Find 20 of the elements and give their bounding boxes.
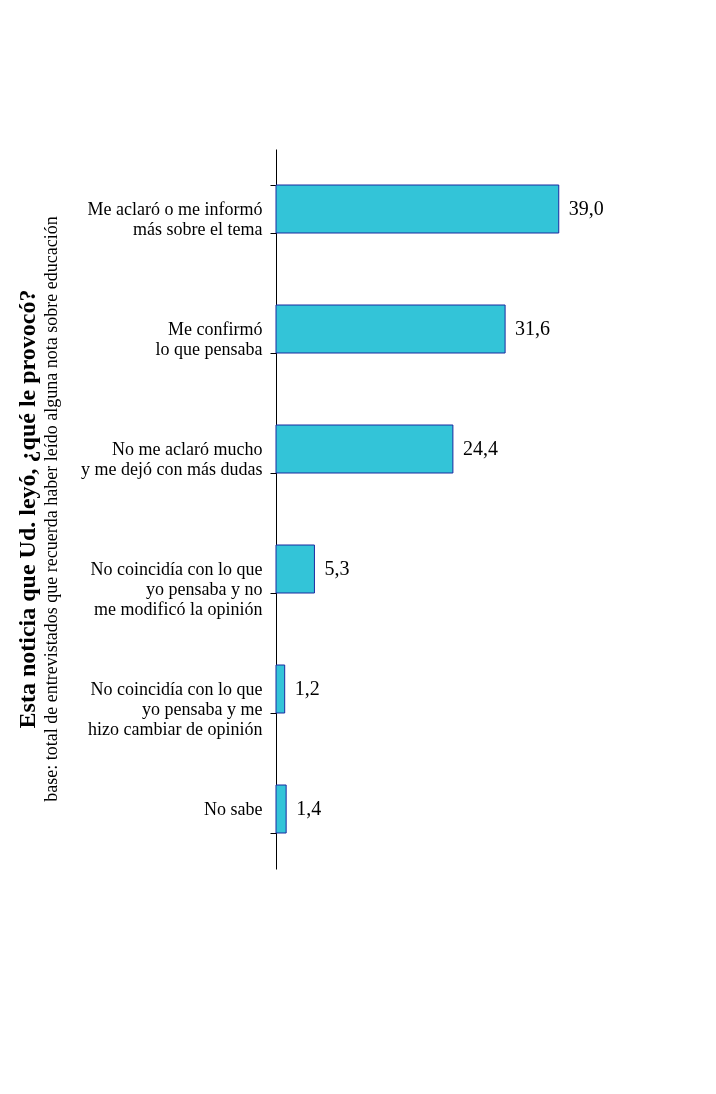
text: base: total de entrevistados que recuerda haber leído alguna nota sobre educación [40, 216, 61, 802]
text: Esta noticia que Ud. leyó, ¿qué le provocó? [13, 289, 40, 729]
data-label: 1,2 [294, 677, 320, 699]
y-tick-label: No coincidía con lo que yo pensaba y no me modificó la opinión [90, 558, 263, 619]
y-tick-label: Me aclaró o me informó más sobre el tema [87, 198, 263, 239]
bar [275, 304, 506, 354]
y-tick-label: Me confirmó lo que pensaba [155, 318, 263, 359]
data-label: 31,6 [515, 317, 551, 339]
data-label: 1,4 [296, 797, 322, 819]
data-label: 24,4 [462, 437, 498, 459]
y-tick-label: No sabe [204, 798, 263, 819]
y-tick-label: No me aclaró mucho y me dejó con más dudas [81, 438, 263, 479]
data-label: 39,0 [568, 197, 604, 219]
bar [275, 424, 454, 474]
bar [275, 544, 315, 594]
y-tick-label: No coincidía con lo que yo pensaba y me hizo cambiar de opinión [88, 678, 263, 739]
bar [275, 664, 286, 714]
bar [275, 184, 560, 234]
data-label: 5,3 [324, 557, 350, 579]
bar [275, 784, 287, 834]
